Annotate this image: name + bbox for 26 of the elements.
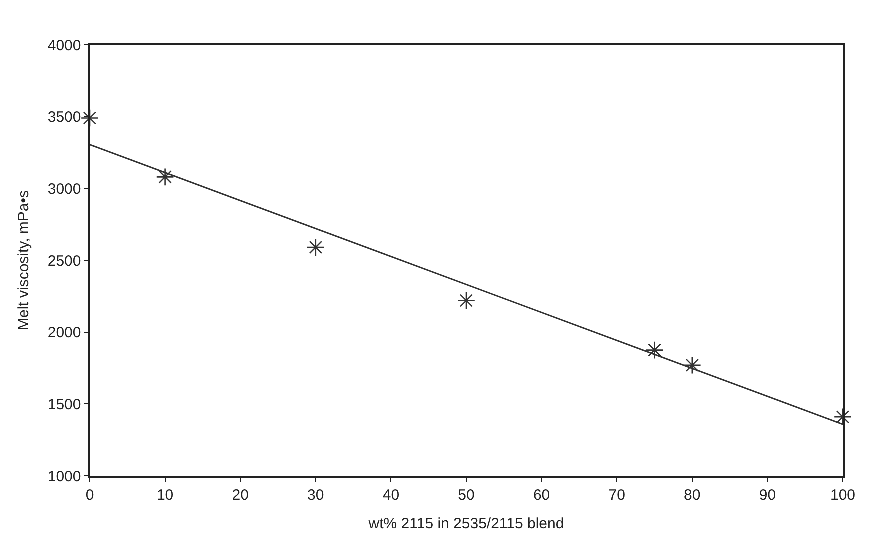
point [646, 341, 664, 360]
x-tick-label: 10 [156, 486, 174, 504]
y-tick-label: 1000 [48, 468, 82, 486]
x-axis-title: wt% 2115 in 2535/2115 blend [368, 515, 564, 532]
x-tick-label: 70 [608, 486, 626, 504]
y-tick-label: 2500 [48, 252, 82, 270]
x-tick-label: 60 [533, 486, 550, 504]
y-tick-label: 4000 [48, 37, 82, 54]
x-tick-label: 50 [458, 486, 475, 504]
y-tick-label: 2000 [48, 324, 82, 342]
x-tick-label: 40 [382, 486, 400, 504]
point [683, 356, 702, 374]
y-tick-label: 1500 [48, 396, 82, 414]
point [156, 168, 174, 186]
y-tick-label: 3500 [48, 109, 82, 126]
x-tick-label: 100 [830, 486, 856, 504]
x-tick-label: 0 [86, 486, 94, 504]
x-tick-label: 80 [684, 486, 701, 504]
point [306, 238, 325, 257]
x-tick-label: 20 [232, 486, 249, 504]
y-axis-title: Melt viscosity, mPa•s [16, 190, 33, 330]
point [80, 109, 100, 128]
x-tick-label: 90 [759, 486, 776, 504]
point [457, 292, 476, 310]
y-tick-label: 3000 [48, 180, 82, 198]
x-tick-label: 30 [308, 486, 324, 504]
